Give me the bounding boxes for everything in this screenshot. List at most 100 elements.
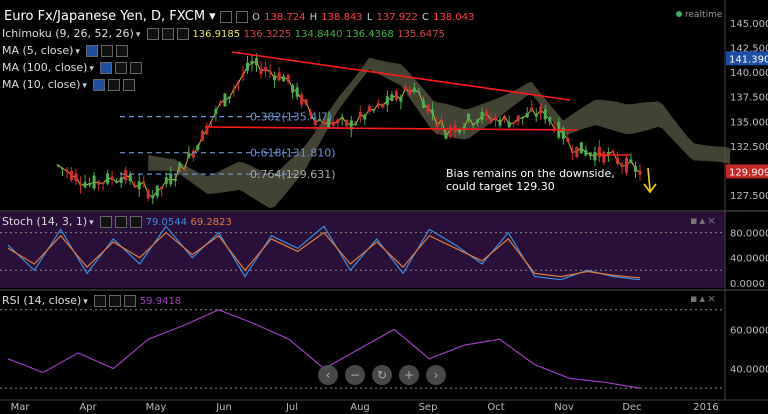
realtime-dot-icon — [676, 11, 682, 17]
visibility-toggle-icon[interactable] — [146, 28, 159, 40]
ichimoku-value-5: 135.6475 — [397, 29, 445, 40]
ichimoku-legend[interactable]: Ichimoku (9, 26, 52, 26) ▾ 136.9185 136.3… — [2, 27, 445, 40]
candle-body — [232, 88, 236, 90]
zoom-out-icon[interactable]: − — [345, 365, 365, 385]
settings-icon[interactable] — [101, 45, 114, 57]
chevron-down-icon[interactable]: ▾ — [89, 218, 94, 228]
close-icon[interactable] — [124, 295, 137, 307]
realtime-indicator: realtime — [676, 10, 722, 20]
candle-body — [498, 119, 502, 126]
panel-close-icon[interactable]: × — [707, 292, 719, 305]
candle-body — [534, 115, 538, 117]
visibility-toggle-icon[interactable] — [219, 10, 232, 23]
candle-body — [381, 103, 385, 108]
candle-body — [602, 151, 606, 163]
symbol-title[interactable]: Euro Fx/Japanese Yen, D, FXCM — [4, 9, 206, 24]
settings-icon[interactable] — [115, 216, 128, 228]
scroll-left-icon[interactable]: ‹ — [318, 365, 338, 385]
chevron-down-icon[interactable]: ▾ — [135, 30, 141, 40]
rsi-legend[interactable]: RSI (14, close) ▾ 59.9418 — [2, 294, 181, 307]
candle-body — [611, 150, 615, 153]
fib-label: 0.618(131.810) — [250, 147, 336, 160]
settings-icon[interactable] — [115, 62, 128, 74]
candle-body — [629, 159, 633, 162]
scroll-right-icon[interactable]: › — [426, 365, 446, 385]
candle-body — [354, 123, 358, 125]
panel-up-icon[interactable]: ▴ — [699, 292, 707, 305]
visibility-toggle-icon[interactable] — [86, 45, 99, 57]
chevron-down-icon[interactable]: ▾ — [89, 64, 94, 74]
low-label: L — [366, 12, 373, 23]
candle-body — [485, 111, 489, 115]
candle-body — [106, 173, 110, 184]
zoom-in-icon[interactable]: + — [399, 365, 419, 385]
visibility-toggle-icon[interactable] — [100, 62, 113, 74]
panel-maximize-icon[interactable]: ▪ — [690, 214, 700, 227]
candle-body — [543, 109, 547, 120]
chevron-down-icon[interactable]: ▾ — [83, 297, 88, 307]
candle-body — [241, 73, 245, 76]
candle-body — [408, 89, 412, 95]
stoch-d-value: 69.2823 — [190, 217, 232, 228]
close-icon[interactable] — [130, 62, 143, 74]
candle-body — [313, 120, 317, 125]
stoch-panel-controls[interactable]: ▪▴× — [690, 214, 718, 227]
candle-body — [268, 71, 272, 73]
rsi-panel-controls[interactable]: ▪▴× — [690, 292, 718, 305]
settings-icon[interactable] — [161, 28, 174, 40]
ma5-legend[interactable]: MA (5, close) ▾ — [2, 44, 129, 57]
candle-body — [83, 182, 87, 188]
trendline-support — [204, 126, 579, 131]
rsi-label: RSI (14, close) — [2, 294, 82, 307]
fib-label: 0.382(135.4 7) — [250, 111, 332, 124]
candle-body — [575, 146, 579, 157]
candle-body — [124, 170, 128, 181]
candle-body — [236, 81, 240, 84]
visibility-toggle-icon[interactable] — [93, 79, 106, 91]
candle-body — [372, 109, 376, 111]
settings-icon[interactable] — [235, 10, 248, 23]
time-tick-label: Mar — [11, 402, 31, 413]
ichimoku-cloud — [148, 57, 731, 209]
stoch-legend[interactable]: Stoch (14, 3, 1) ▾ 79.0544 69.2823 — [2, 215, 232, 228]
visibility-toggle-icon[interactable] — [94, 295, 107, 307]
candle-body — [385, 96, 389, 105]
price-badge-last — [726, 164, 768, 179]
candle-body — [250, 60, 254, 65]
chevron-down-icon[interactable]: ▾ — [75, 47, 80, 57]
candle-body — [128, 174, 132, 181]
annotation-line-1: Bias remains on the downside, — [446, 167, 615, 180]
candle-body — [218, 102, 222, 104]
settings-icon[interactable] — [108, 79, 121, 91]
panel-maximize-icon[interactable]: ▪ — [690, 292, 700, 305]
chevron-down-icon[interactable]: ▾ — [82, 81, 87, 91]
ma10-label: MA (10, close) — [2, 78, 81, 91]
reset-icon[interactable]: ↻ — [372, 365, 392, 385]
candle-body — [110, 176, 114, 180]
close-icon[interactable] — [176, 28, 189, 40]
candle-body — [467, 113, 471, 121]
high-value: 138.843 — [321, 12, 363, 23]
candle-body — [146, 190, 150, 199]
candle-body — [494, 117, 498, 121]
ma10-legend[interactable]: MA (10, close) ▾ — [2, 78, 136, 91]
candle-body — [65, 169, 69, 173]
time-tick-label: Aug — [350, 402, 370, 413]
chevron-down-icon[interactable]: ▾ — [209, 9, 216, 24]
ma5-label: MA (5, close) — [2, 44, 74, 57]
close-icon[interactable] — [130, 216, 143, 228]
close-icon[interactable] — [116, 45, 129, 57]
visibility-toggle-icon[interactable] — [100, 216, 113, 228]
stoch-label: Stoch (14, 3, 1) — [2, 215, 88, 228]
candle-body — [336, 119, 340, 124]
candle-body — [588, 152, 592, 156]
panel-up-icon[interactable]: ▴ — [699, 214, 707, 227]
panel-close-icon[interactable]: × — [707, 214, 719, 227]
candle-body — [191, 150, 195, 158]
close-icon[interactable] — [123, 79, 136, 91]
chart-navigation[interactable]: ‹ − ↻ + › — [318, 364, 453, 385]
settings-icon[interactable] — [109, 295, 122, 307]
annotation-line-2: could target 129.30 — [446, 180, 555, 193]
ma100-legend[interactable]: MA (100, close) ▾ — [2, 61, 143, 74]
